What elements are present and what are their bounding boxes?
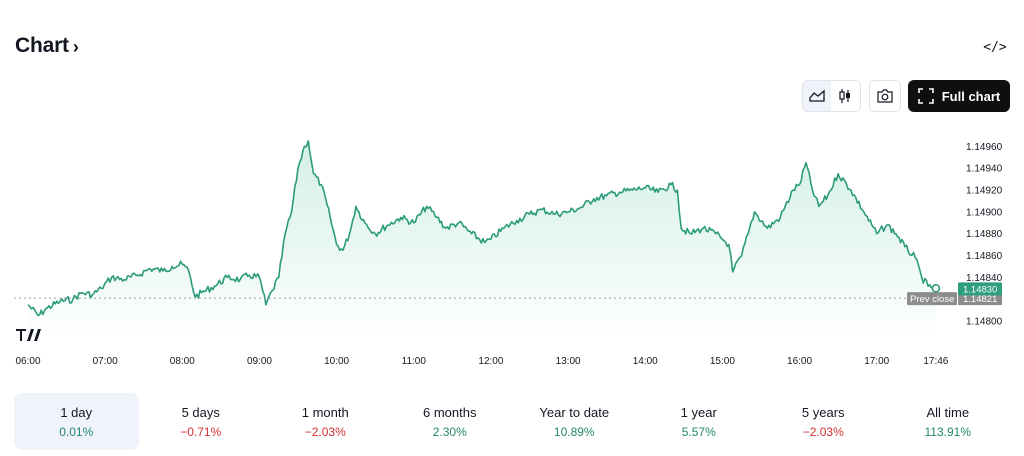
period-selector: 1 day 0.01% 5 days −0.71% 1 month −2.03% 6 … bbox=[14, 393, 1010, 450]
x-tick-label: 17:00 bbox=[864, 356, 889, 367]
period-label: 5 years bbox=[801, 404, 845, 420]
candles-button[interactable] bbox=[831, 81, 859, 111]
y-tick-label: 1.14900 bbox=[966, 207, 1003, 218]
full-chart-label: Full chart bbox=[941, 88, 1001, 104]
period-label: 1 year bbox=[680, 404, 717, 420]
screenshot-button[interactable] bbox=[869, 80, 901, 112]
period-change: 113.91% bbox=[924, 424, 971, 439]
period-change: 2.30% bbox=[432, 424, 467, 439]
camera-icon bbox=[877, 89, 893, 103]
period-label: 1 month bbox=[301, 404, 349, 420]
period-change: −2.03% bbox=[304, 424, 346, 439]
period-label: 5 days bbox=[181, 404, 220, 420]
chart-style-toggle bbox=[802, 80, 861, 112]
x-tick-label: 08:00 bbox=[170, 356, 195, 367]
x-tick-label: 10:00 bbox=[324, 356, 349, 367]
period-change: 10.89% bbox=[553, 424, 595, 439]
x-tick-label: 13:00 bbox=[556, 356, 581, 367]
x-tick-label: 07:00 bbox=[93, 356, 118, 367]
period-ytd[interactable]: Year to date 10.89% bbox=[512, 393, 637, 450]
prev-close-badge: Prev close 1.14821 bbox=[907, 292, 1002, 306]
chevron-right-icon: › bbox=[72, 36, 79, 57]
period-label: All time bbox=[926, 404, 970, 420]
last-price-marker bbox=[931, 284, 941, 293]
period-change: 0.01% bbox=[59, 424, 94, 439]
x-tick-label: 09:00 bbox=[247, 356, 272, 367]
period-1-year[interactable]: 1 year 5.57% bbox=[637, 393, 762, 450]
period-change: −2.03% bbox=[802, 424, 844, 439]
x-tick-label: 15:00 bbox=[710, 356, 735, 367]
period-label: Year to date bbox=[539, 404, 610, 420]
x-tick-label: 06:00 bbox=[15, 356, 40, 367]
last-price-value: 1.14830 bbox=[963, 284, 997, 295]
period-1-month[interactable]: 1 month −2.03% bbox=[263, 393, 388, 450]
fullscreen-icon bbox=[917, 88, 934, 104]
price-chart[interactable]: 1.14960 1.14940 1.14920 1.14900 1.14880 1.148… bbox=[0, 110, 1024, 375]
y-tick-label: 1.14920 bbox=[966, 186, 1003, 197]
y-tick-label: 1.14860 bbox=[966, 251, 1003, 262]
candles-icon bbox=[839, 89, 850, 103]
prev-close-value: 1.14821 bbox=[963, 294, 997, 305]
x-tick-label: 14:00 bbox=[633, 356, 658, 367]
x-tick-label: 17:46 bbox=[923, 356, 948, 367]
y-tick-label: 1.14840 bbox=[966, 273, 1003, 284]
x-tick-label: 12:00 bbox=[478, 356, 503, 367]
price-area bbox=[28, 140, 936, 332]
embed-code-icon[interactable]: </> bbox=[983, 39, 1007, 55]
period-label: 6 months bbox=[423, 404, 477, 420]
x-tick-label: 11:00 bbox=[402, 356, 427, 367]
y-tick-label: 1.14800 bbox=[966, 317, 1003, 328]
y-tick-label: 1.14960 bbox=[966, 142, 1003, 153]
tradingview-logo bbox=[16, 329, 41, 341]
full-chart-button[interactable]: Full chart bbox=[908, 80, 1010, 112]
last-price-badge: 1.14830 bbox=[958, 282, 1002, 296]
period-label: 1 day bbox=[60, 404, 93, 420]
y-tick-label: 1.14880 bbox=[966, 229, 1003, 240]
period-change: 5.57% bbox=[681, 424, 716, 439]
area-chart-icon bbox=[809, 89, 825, 102]
x-tick-label: 16:00 bbox=[787, 356, 812, 367]
period-6-months[interactable]: 6 months 2.30% bbox=[388, 393, 513, 450]
price-line bbox=[27, 140, 937, 317]
area-chart-button[interactable] bbox=[803, 81, 831, 111]
chart-title-link[interactable]: Chart › bbox=[15, 34, 79, 58]
chart-title: Chart bbox=[15, 34, 69, 57]
period-5-days[interactable]: 5 days −0.71% bbox=[139, 393, 264, 450]
prev-close-label: Prev close bbox=[910, 294, 954, 305]
period-change: −0.71% bbox=[180, 424, 222, 439]
y-tick-label: 1.14940 bbox=[966, 164, 1003, 175]
period-1-day[interactable]: 1 day 0.01% bbox=[14, 393, 139, 450]
period-all-time[interactable]: All time 113.91% bbox=[886, 393, 1011, 450]
period-5-years[interactable]: 5 years −2.03% bbox=[761, 393, 886, 450]
